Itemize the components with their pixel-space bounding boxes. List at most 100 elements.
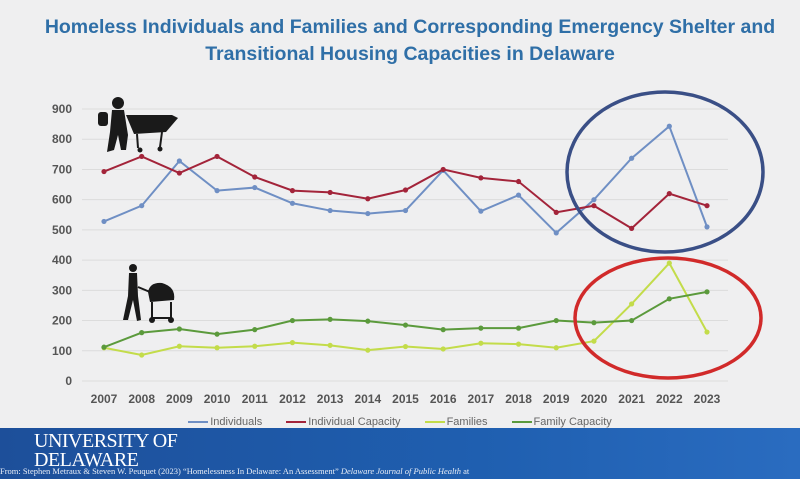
data-point [139,153,145,160]
legend-swatch [286,421,307,424]
citation-suffix: at [463,466,470,476]
x-tick-label: 2015 [392,392,419,406]
y-tick-label: 700 [52,162,72,176]
legend-label: Individuals [210,416,263,428]
legend-item: Individuals [188,416,262,428]
y-tick-label: 600 [52,193,72,207]
university-logo: UNIVERSITY OF DELAWARE [34,430,178,470]
data-point [704,329,710,335]
data-point [139,203,145,209]
legend-item: Individual Capacity [286,416,401,428]
x-tick-label: 2014 [354,392,381,406]
data-point [402,322,409,328]
data-point [176,326,182,332]
data-point [515,341,522,347]
data-point [629,301,635,307]
data-point [365,210,371,217]
data-point [478,340,484,346]
chart-legend: Individuals Individual Capacity Families Fa… [0,416,800,428]
x-tick-label: 2008 [128,392,155,406]
series-individual-capacity [101,153,710,231]
y-tick-label: 800 [52,132,72,146]
line-chart: 0 100 200 300 400 500 600 700 800 900 2007 2008 200… [52,90,765,406]
legend-label: Family Capacity [533,416,612,428]
data-point [591,197,597,203]
data-point [327,189,333,196]
series-families [101,260,710,358]
data-point [139,330,145,336]
data-point [252,343,258,349]
x-tick-label: 2022 [656,392,683,406]
y-tick-label: 900 [52,102,72,116]
data-point [289,200,296,206]
series-line [103,261,708,357]
y-tick-label: 100 [52,344,72,358]
x-tick-label: 2016 [430,392,457,406]
data-point [214,153,220,160]
x-tick-label: 2009 [166,392,193,406]
chart-title-line-1: Homeless Individuals and Families and Co… [44,16,776,38]
person-with-shopping-cart-icon [98,97,178,153]
series-line [103,124,708,235]
legend-label: Families [446,416,488,428]
y-tick-label: 400 [52,253,72,267]
x-tick-label: 2010 [204,392,231,406]
data-point [327,207,333,214]
individuals-highlight-ellipse [565,90,765,254]
data-point [666,191,672,197]
data-point [666,123,672,129]
x-tick-label: 2019 [543,392,570,406]
chart-title: Homeless Individuals and Families and Co… [0,14,800,68]
data-point [101,344,107,350]
data-point [666,296,672,302]
data-point [365,196,371,202]
legend-label: Individual Capacity [308,416,401,428]
data-point [289,317,296,324]
data-point [478,325,484,331]
series-individuals [101,123,710,236]
legend-item: Family Capacity [511,416,612,428]
data-point [252,184,258,191]
data-point [176,170,182,176]
data-point [553,209,559,215]
legend-swatch [188,421,209,424]
y-tick-label: 200 [52,314,72,328]
data-point [214,331,220,337]
data-point [289,340,296,346]
x-tick-label: 2013 [317,392,344,406]
x-tick-label: 2017 [468,392,495,406]
data-point [101,168,107,175]
data-point [629,317,635,324]
data-point [402,207,409,214]
y-tick-label: 300 [52,283,72,297]
series-family-capacity [101,289,710,350]
person-with-stroller-icon [123,264,175,323]
legend-item: Families [424,416,488,428]
data-point [591,338,597,344]
data-point [176,158,182,164]
data-point [553,317,559,324]
data-point [289,188,296,194]
data-point [440,166,446,173]
data-point [214,345,220,351]
data-point [327,316,333,322]
y-tick-label: 500 [52,223,72,237]
data-point [515,192,522,198]
logo-line-1: UNIVERSITY OF [34,430,178,452]
data-point [666,260,672,266]
data-point [365,347,371,353]
data-point [704,289,710,295]
footer-banner [0,428,800,479]
data-point [440,327,446,333]
data-point [101,218,107,225]
data-point [327,342,333,348]
citation: From: Stephen Metraux & Steven W. Peuque… [0,466,469,476]
x-tick-label: 2020 [581,392,608,406]
data-point [704,224,710,230]
data-point [515,178,522,185]
data-point [139,352,145,358]
data-point [252,174,258,180]
citation-text: From: Stephen Metraux & Steven W. Peuque… [0,466,339,476]
data-point [478,175,484,181]
data-point [553,230,559,236]
